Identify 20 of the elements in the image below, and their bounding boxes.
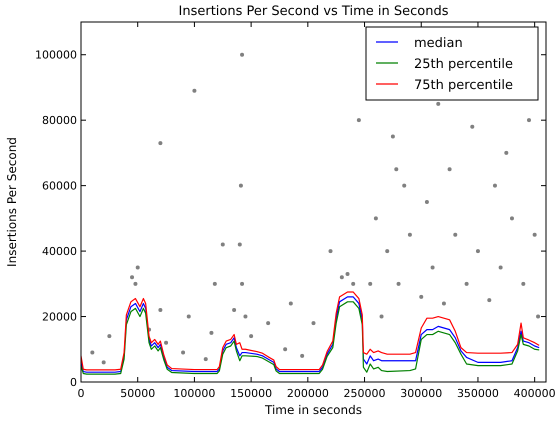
x-tick-label: 200000 bbox=[286, 387, 329, 400]
y-tick-label: 60000 bbox=[42, 180, 77, 193]
y-tick-label: 0 bbox=[70, 376, 77, 389]
y-tick-label: 80000 bbox=[42, 114, 77, 128]
y-tick-label: 40000 bbox=[42, 245, 77, 258]
x-tick-label: 350000 bbox=[456, 387, 499, 400]
legend-label: median bbox=[414, 36, 463, 51]
x-axis-title: Time in seconds bbox=[264, 403, 362, 417]
x-tick-label: 250000 bbox=[344, 387, 386, 400]
x-tick-label: 400000 bbox=[514, 387, 556, 400]
chart-title: Insertions Per Second vs Time in Seconds bbox=[178, 4, 449, 19]
x-tick-label: 100000 bbox=[173, 387, 216, 400]
y-tick-label: 100000 bbox=[35, 48, 77, 62]
x-tick-label: 150000 bbox=[230, 387, 272, 400]
x-tick-label: 50000 bbox=[120, 387, 156, 400]
y-tick-label: 20000 bbox=[42, 310, 77, 324]
x-tick-label: 300000 bbox=[400, 387, 442, 400]
legend-label: 75th percentile bbox=[414, 78, 514, 93]
y-axis-title: Insertions Per Second bbox=[5, 137, 19, 267]
legend-label: 25th percentile bbox=[414, 57, 514, 72]
